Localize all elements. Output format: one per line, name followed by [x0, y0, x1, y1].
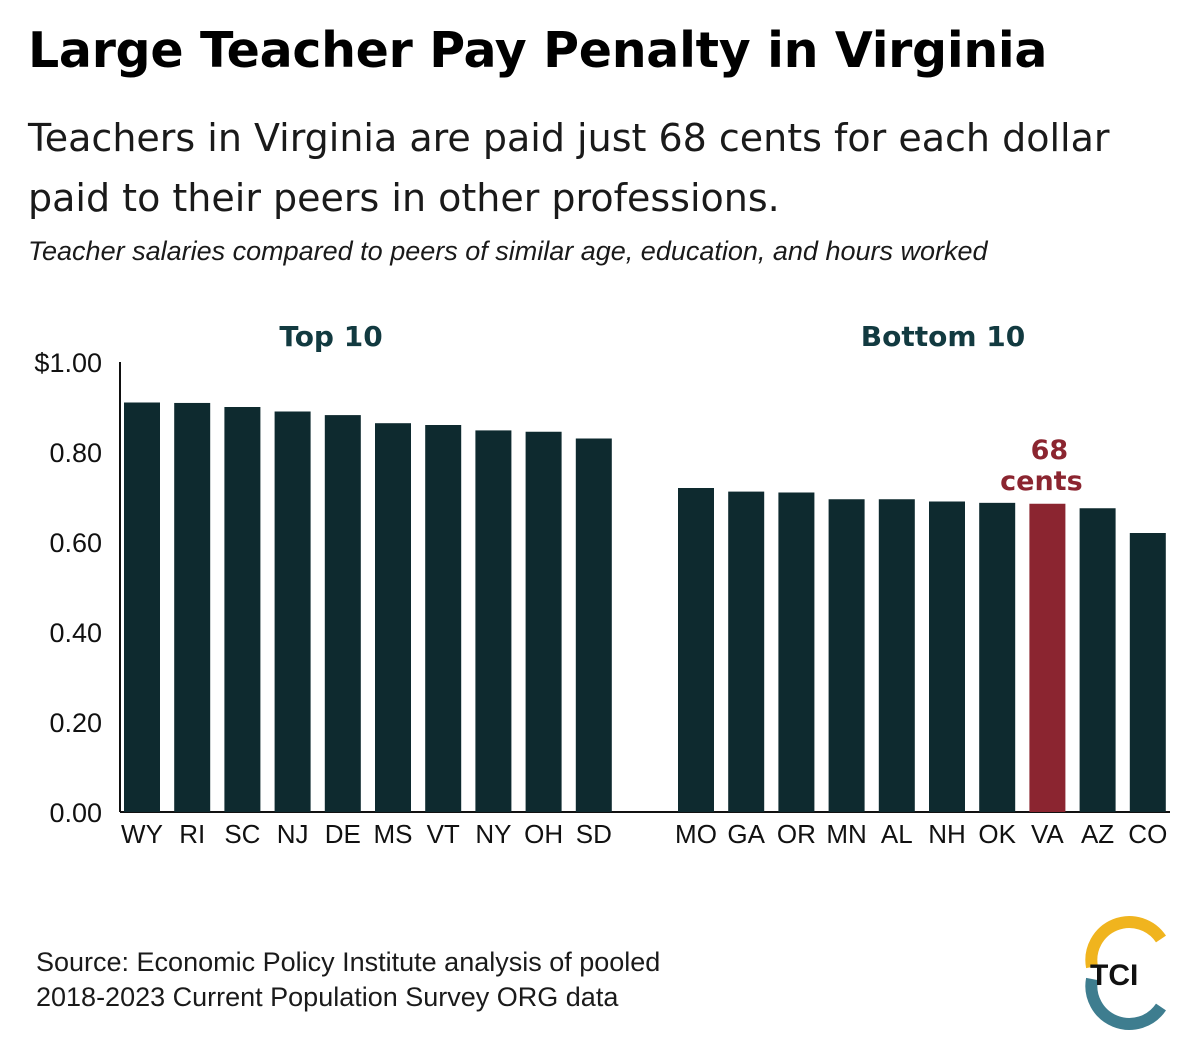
source-line-2: 2018-2023 Current Population Survey ORG …: [36, 982, 619, 1012]
highlight-label-value: 68: [1031, 435, 1069, 466]
logo-ring-teal: [1085, 977, 1166, 1030]
bar-mo: [678, 488, 714, 812]
bar-ms: [375, 423, 411, 812]
bar-mn: [828, 499, 865, 812]
chart-note: Teacher salaries compared to peers of si…: [28, 236, 988, 266]
x-tick-label: NY: [475, 819, 511, 849]
bar-ny: [475, 430, 512, 812]
bar-co: [1129, 533, 1166, 812]
bar-nj: [274, 411, 311, 812]
y-tick-label: $1.00: [34, 348, 102, 378]
bar-or: [778, 492, 815, 812]
bar-sc: [224, 407, 261, 812]
x-tick-label: MS: [374, 819, 413, 849]
x-tick-label: MO: [675, 819, 717, 849]
source-line-1: Source: Economic Policy Institute analys…: [36, 947, 661, 977]
bar-nh: [929, 501, 965, 812]
x-tick-label: RI: [179, 819, 205, 849]
y-tick-label: 0.40: [49, 618, 102, 648]
logo-text: TCI: [1090, 959, 1138, 992]
x-tick-label: OH: [524, 819, 563, 849]
x-tick-label: CO: [1128, 819, 1167, 849]
chart-subtitle: Teachers in Virginia are paid just 68 ce…: [28, 116, 1110, 220]
y-tick-label: 0.60: [49, 528, 102, 558]
y-tick-label: 0.00: [49, 798, 102, 828]
x-tick-label: VT: [427, 819, 460, 849]
y-tick-label: 0.20: [49, 708, 102, 738]
bar-ok: [979, 502, 1016, 812]
x-tick-label: WY: [121, 819, 163, 849]
y-tick-label: 0.80: [49, 438, 102, 468]
bar-az: [1079, 508, 1116, 812]
bar-ga: [728, 491, 765, 812]
x-tick-label: DE: [325, 819, 361, 849]
x-tick-label: NH: [928, 819, 966, 849]
x-tick-label: VA: [1031, 819, 1064, 849]
bar-va: [1029, 503, 1066, 812]
x-tick-label: AL: [881, 819, 913, 849]
bar-vt: [425, 425, 462, 812]
x-tick-label: SD: [576, 819, 612, 849]
x-tick-label: GA: [727, 819, 765, 849]
x-tick-label: OK: [978, 819, 1016, 849]
bar-chart: 0.00 0.20 0.40 0.60 0.80 $1.00 Top 10 WY RI SC NJ D…: [34, 320, 1170, 849]
tci-logo: TCI: [1085, 916, 1166, 1030]
bar-wy: [124, 402, 160, 812]
logo-ring-gold: [1085, 916, 1166, 969]
x-tick-label: MN: [826, 819, 866, 849]
chart-title: Large Teacher Pay Penalty in Virginia: [28, 22, 1048, 79]
bar-al: [878, 499, 915, 812]
x-tick-label: NJ: [277, 819, 309, 849]
bar-sd: [575, 438, 612, 812]
bar-oh: [525, 431, 562, 812]
bar-de: [324, 415, 361, 812]
source-note: Source: Economic Policy Institute analys…: [36, 945, 660, 1015]
x-tick-label: OR: [777, 819, 816, 849]
bar-ri: [174, 402, 211, 812]
group-label: Top 10: [279, 320, 382, 353]
x-tick-label: AZ: [1081, 819, 1114, 849]
highlight-label-unit: cents: [1000, 466, 1083, 497]
x-tick-label: SC: [224, 819, 260, 849]
group-label: Bottom 10: [861, 320, 1025, 353]
